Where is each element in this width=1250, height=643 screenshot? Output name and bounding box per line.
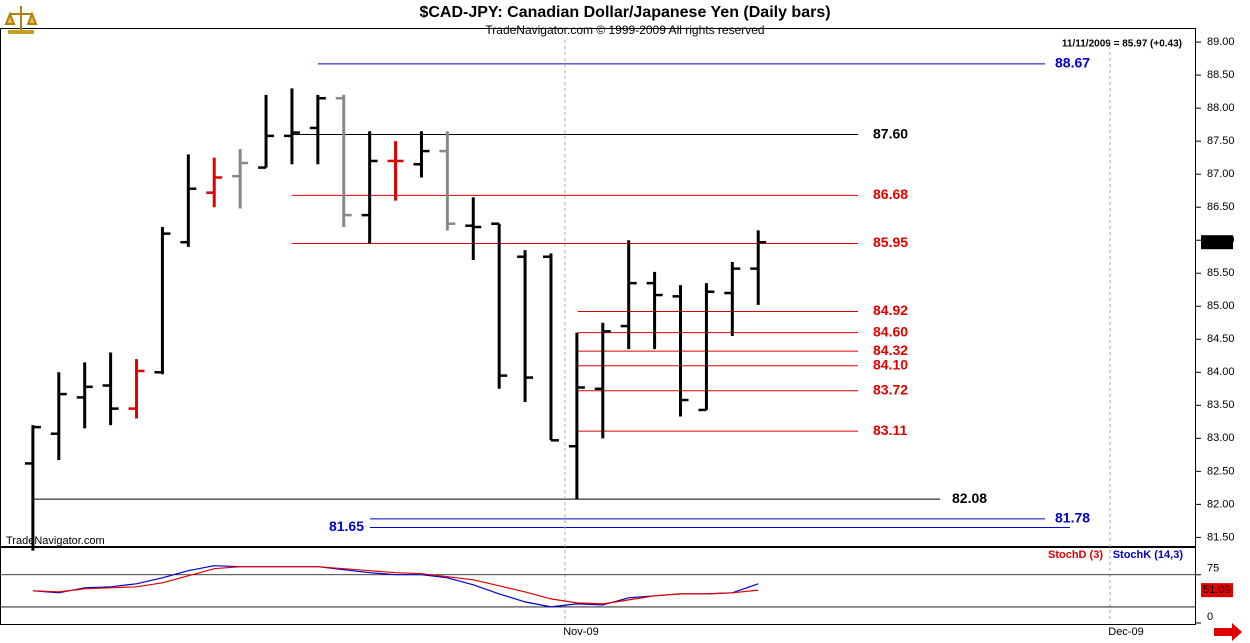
y-tick-label: 88.50 [1207, 69, 1235, 81]
y-tick-label: 83.00 [1207, 432, 1235, 444]
level-label: 84.10 [873, 356, 908, 372]
x-tick-label: Nov-09 [563, 626, 598, 638]
y-tick-label: 84.50 [1207, 333, 1235, 345]
y-tick-label: 86.50 [1207, 201, 1235, 213]
last-price-tag [1201, 235, 1233, 250]
y-tick-label: 0 [1207, 611, 1213, 623]
legend-entry: StochD (3) [1048, 549, 1103, 561]
level-label: 82.08 [952, 490, 987, 506]
stoch-panel [0, 547, 1196, 625]
y-tick-label: 87.00 [1207, 168, 1235, 180]
y-tick-label: 82.00 [1207, 498, 1235, 510]
y-tick-label: 87.50 [1207, 135, 1235, 147]
level-label: 84.32 [873, 342, 908, 358]
y-tick-label: 75 [1207, 563, 1219, 575]
scroll-arrow[interactable] [1214, 623, 1242, 641]
level-label: 83.11 [873, 422, 907, 438]
y-tick-label: 85.50 [1207, 267, 1235, 279]
stoch-line [32, 565, 759, 608]
y-tick-label: 81.50 [1207, 531, 1235, 543]
last-price-label: 85.97 [1203, 236, 1231, 248]
last-value-label: 51.09 [1203, 584, 1231, 596]
y-tick-label: 82.50 [1207, 465, 1235, 477]
level-label: 86.68 [873, 186, 908, 202]
y-tick-label: 83.50 [1207, 399, 1235, 411]
watermark: TradeNavigator.com [6, 535, 105, 547]
level-label: 88.67 [1055, 55, 1090, 71]
level-label: 85.95 [873, 234, 908, 250]
y-tick-label: 84.00 [1207, 366, 1235, 378]
level-label: 81.78 [1055, 510, 1090, 526]
y-tick-label: 88.00 [1207, 102, 1235, 114]
legend-entry: StochK (14,3) [1113, 549, 1184, 561]
level-label: 84.92 [873, 302, 908, 318]
x-tick-label: Dec-09 [1108, 626, 1143, 638]
level-label: 81.65 [329, 518, 364, 534]
level-label: 87.60 [873, 125, 908, 141]
y-tick-label: 89.00 [1207, 36, 1235, 48]
price-panel [0, 28, 1196, 547]
chart-title: $CAD-JPY: Canadian Dollar/Japanese Yen (… [419, 4, 830, 21]
quote: 11/11/2009 = 85.97 (+0.43) [1062, 39, 1182, 50]
level-label: 84.60 [873, 323, 908, 339]
y-tick-label: 85.00 [1207, 300, 1235, 312]
chart-subtitle: TradeNavigator.com © 1999-2009 All right… [485, 23, 764, 37]
logo [4, 6, 38, 34]
stoch-line [32, 566, 759, 605]
last-value-tag [1201, 583, 1233, 598]
level-label: 83.72 [873, 381, 908, 397]
